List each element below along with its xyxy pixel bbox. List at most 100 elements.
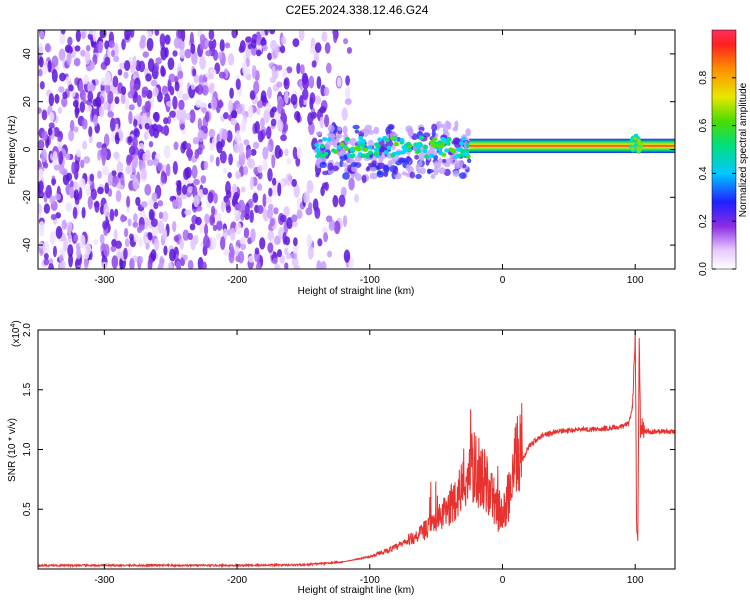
heatmap-cell (62, 91, 68, 100)
svg-text:(x104): (x104) (10, 320, 22, 347)
heatmap-cell (264, 30, 269, 36)
heatmap-cell (441, 158, 447, 164)
heatmap-cell (284, 262, 289, 269)
heatmap-cell (241, 118, 247, 131)
heatmap-cell (184, 166, 192, 179)
top-y-axis-label: Frequency (Hz) (7, 116, 18, 185)
heatmap-cell (65, 153, 71, 161)
heatmap-cell (178, 99, 185, 111)
heatmap-cell (66, 52, 72, 66)
heatmap-cell (92, 30, 97, 43)
heatmap-cell (243, 165, 249, 176)
heatmap-cell (111, 170, 117, 177)
heatmap-cell (82, 140, 88, 150)
heatmap-cell (192, 185, 198, 199)
heatmap-cell (290, 93, 298, 106)
heatmap-cell (88, 134, 93, 144)
heatmap-cell (250, 228, 256, 243)
heatmap-cell (243, 139, 250, 146)
heatmap-cell (364, 124, 373, 132)
heatmap-cell (220, 236, 226, 251)
y-scale-exponent: 4 (10, 324, 17, 328)
heatmap-cell (173, 37, 181, 49)
heatmap-cell (298, 94, 304, 108)
heatmap-cell (94, 200, 100, 213)
heatmap-cell (229, 87, 234, 99)
heatmap-cell (301, 88, 309, 101)
bottom-x-tick-label: -100 (360, 575, 380, 586)
bottom-x-tick-label: 100 (627, 575, 644, 586)
heatmap-cell (343, 249, 351, 263)
heatmap-cell (369, 166, 377, 172)
heatmap-cell (99, 233, 105, 245)
heatmap-cell (157, 220, 165, 234)
heatmap-cell (260, 90, 267, 103)
heatmap-cell (160, 46, 168, 61)
heatmap-cell (104, 182, 110, 195)
heatmap-cell (373, 147, 379, 152)
heatmap-cell (96, 141, 103, 149)
heatmap-cell (48, 92, 55, 107)
heatmap-cell (103, 243, 110, 258)
heatmap-cell (87, 90, 94, 103)
heatmap-cell (465, 128, 471, 137)
heatmap-cell (407, 147, 413, 153)
heatmap-cell (332, 195, 339, 208)
heatmap-cell (115, 240, 122, 249)
heatmap-cell (193, 178, 200, 186)
heatmap-cell (187, 147, 192, 162)
heatmap-cell (202, 187, 209, 196)
heatmap-cell (102, 220, 108, 230)
heatmap-cell (116, 161, 124, 175)
heatmap-cell (309, 92, 316, 105)
heatmap-cell (424, 154, 430, 159)
heatmap-cell (185, 113, 191, 121)
heatmap-cell (74, 104, 80, 119)
heatmap-cell (212, 49, 219, 61)
heatmap-cell (102, 165, 110, 176)
heatmap-cell (80, 49, 86, 57)
heatmap-cell (89, 173, 95, 182)
colorbar-tick-label: 0.2 (698, 214, 709, 228)
heatmap-cell (351, 165, 358, 173)
heatmap-cell (215, 232, 221, 240)
heatmap-cell (141, 86, 149, 95)
heatmap-cell (98, 105, 105, 118)
heatmap-cell (79, 178, 86, 190)
heatmap-cell (292, 220, 298, 228)
heatmap-cell (196, 84, 204, 95)
heatmap-cell (73, 57, 81, 67)
heatmap-cell (356, 140, 362, 145)
heatmap-cell (157, 162, 163, 172)
heatmap-cell (58, 150, 64, 165)
heatmap-cell (273, 207, 279, 215)
heatmap-cell (39, 221, 45, 230)
heatmap-cell (239, 237, 246, 245)
top-x-axis-label: Height of straight line (km) (298, 286, 415, 297)
heatmap-cell (147, 198, 154, 207)
colorbar-ticks: 0.0 0.2 0.4 0.6 0.8 (698, 70, 736, 276)
heatmap-cell (252, 141, 260, 150)
heatmap-cell (218, 71, 226, 79)
heatmap-cell (390, 136, 396, 141)
heatmap-cell (151, 224, 159, 236)
heatmap-cell (349, 153, 355, 159)
heatmap-cell (280, 108, 286, 123)
heatmap-cell (277, 64, 283, 71)
heatmap-cell (238, 142, 244, 156)
heatmap-cell (240, 186, 246, 193)
heatmap-cell (636, 138, 641, 143)
heatmap-cell (82, 91, 87, 103)
heatmap-cell (418, 153, 425, 162)
heatmap-cell (246, 148, 252, 158)
heatmap-cell (427, 168, 432, 175)
heatmap-cell (369, 172, 378, 180)
heatmap-cell (262, 146, 269, 160)
heatmap-cell (269, 217, 275, 227)
top-x-tick-label: 0 (500, 275, 506, 286)
heatmap-cell (213, 192, 218, 204)
heatmap-cell (65, 201, 73, 213)
heatmap-cell (248, 158, 256, 169)
heatmap-cell (419, 135, 425, 140)
heatmap-cell (433, 155, 439, 160)
